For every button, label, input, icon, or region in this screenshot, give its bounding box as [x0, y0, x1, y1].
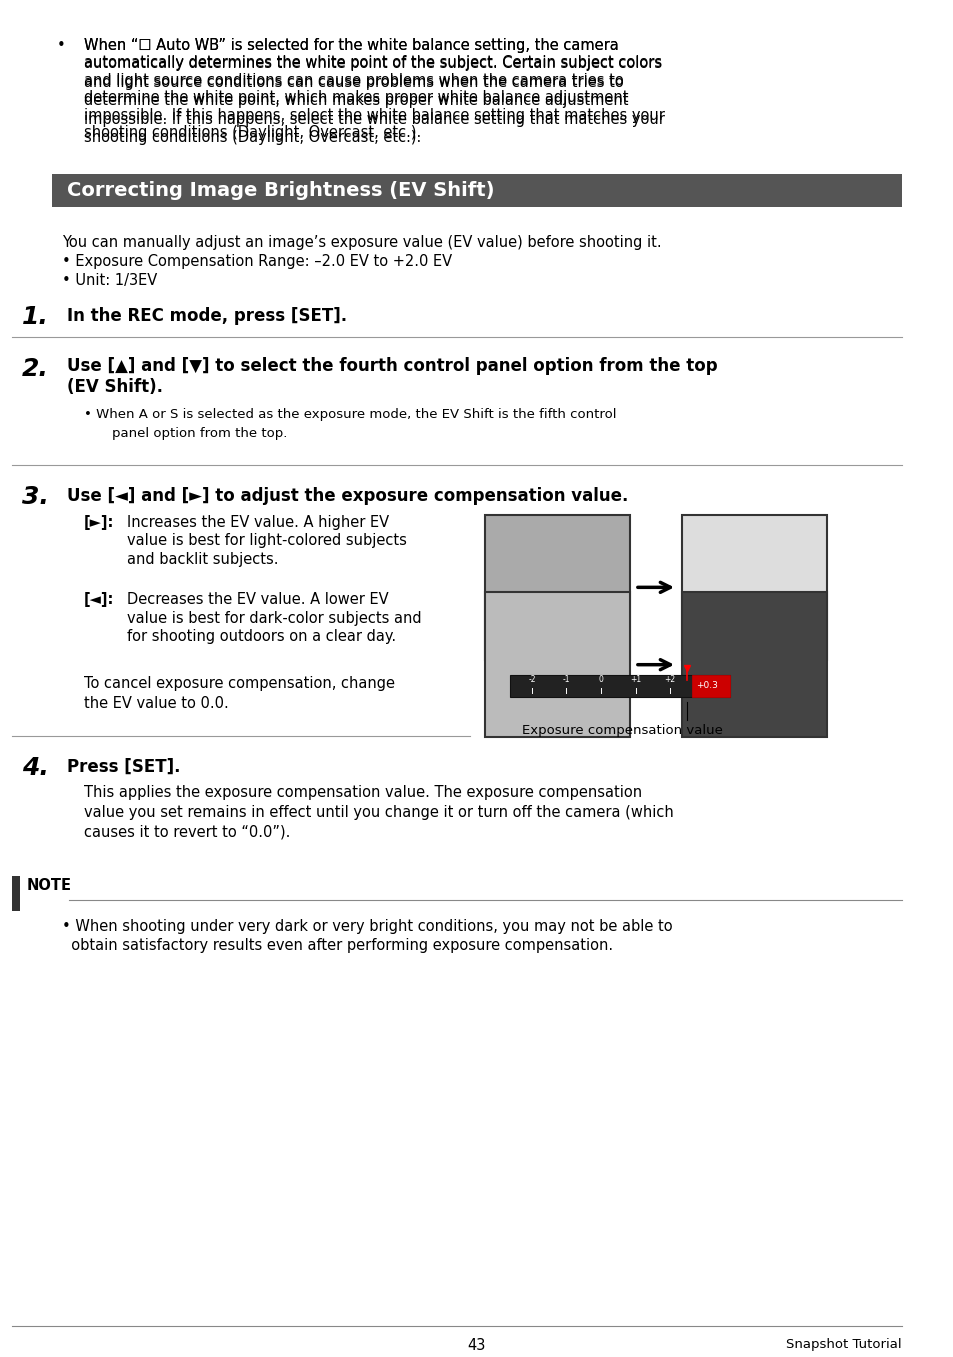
Text: When “☐ Auto WB” is selected for the white balance setting, the camera
automatic: When “☐ Auto WB” is selected for the whi…: [84, 38, 664, 140]
Text: 43: 43: [467, 1338, 486, 1353]
Bar: [484, 514, 629, 660]
Text: 1.: 1.: [22, 305, 49, 330]
Text: To cancel exposure compensation, change: To cancel exposure compensation, change: [84, 676, 395, 691]
Text: shooting conditions (Daylight, Overcast, etc.).: shooting conditions (Daylight, Overcast,…: [84, 130, 421, 145]
Text: -2: -2: [528, 676, 536, 684]
Text: obtain satisfactory results even after performing exposure compensation.: obtain satisfactory results even after p…: [62, 938, 613, 953]
Bar: [691, 674, 729, 696]
Text: Correcting Image Brightness (EV Shift): Correcting Image Brightness (EV Shift): [67, 180, 494, 199]
Text: automatically determines the white point of the subject. Certain subject colors: automatically determines the white point…: [84, 57, 661, 72]
Text: for shooting outdoors on a clear day.: for shooting outdoors on a clear day.: [127, 630, 395, 645]
Text: Increases the EV value. A higher EV: Increases the EV value. A higher EV: [127, 514, 389, 531]
FancyBboxPatch shape: [52, 174, 901, 206]
Text: Exposure compensation value: Exposure compensation value: [521, 723, 722, 737]
Text: • When shooting under very dark or very bright conditions, you may not be able t: • When shooting under very dark or very …: [62, 919, 672, 934]
Text: 4.: 4.: [22, 756, 49, 779]
Text: You can manually adjust an image’s exposure value (EV value) before shooting it.: You can manually adjust an image’s expos…: [62, 235, 661, 250]
Text: •: •: [57, 38, 66, 53]
Text: NOTE: NOTE: [27, 878, 71, 893]
Text: +2: +2: [663, 676, 675, 684]
Bar: [510, 674, 729, 696]
Text: 3.: 3.: [22, 484, 49, 509]
Text: determine the white point, which makes proper white balance adjustment: determine the white point, which makes p…: [84, 94, 628, 109]
Bar: [681, 514, 826, 660]
Text: value you set remains in effect until you change it or turn off the camera (whic: value you set remains in effect until yo…: [84, 805, 673, 820]
Text: Press [SET].: Press [SET].: [67, 757, 180, 775]
Text: When “☐ Auto WB” is selected for the white balance setting, the camera: When “☐ Auto WB” is selected for the whi…: [84, 38, 618, 53]
Text: [◄]:: [◄]:: [84, 592, 114, 608]
Bar: [681, 592, 826, 737]
Text: • Unit: 1/3EV: • Unit: 1/3EV: [62, 274, 157, 289]
Text: Decreases the EV value. A lower EV: Decreases the EV value. A lower EV: [127, 592, 388, 608]
Bar: [484, 592, 629, 737]
Text: -1: -1: [562, 676, 570, 684]
Text: This applies the exposure compensation value. The exposure compensation: This applies the exposure compensation v…: [84, 786, 641, 801]
Text: causes it to revert to “0.0”).: causes it to revert to “0.0”).: [84, 824, 290, 840]
Text: Use [◄] and [►] to adjust the exposure compensation value.: Use [◄] and [►] to adjust the exposure c…: [67, 487, 628, 505]
Text: 2.: 2.: [22, 357, 49, 381]
Text: value is best for dark-color subjects and: value is best for dark-color subjects an…: [127, 611, 421, 626]
Bar: [12, 875, 20, 911]
Text: panel option from the top.: panel option from the top.: [112, 426, 287, 440]
Text: [►]:: [►]:: [84, 514, 114, 531]
Text: • Exposure Compensation Range: –2.0 EV to +2.0 EV: • Exposure Compensation Range: –2.0 EV t…: [62, 255, 452, 270]
Text: • When A or S is selected as the exposure mode, the EV Shift is the fifth contro: • When A or S is selected as the exposur…: [84, 408, 616, 421]
Text: Use [▲] and [▼] to select the fourth control panel option from the top: Use [▲] and [▼] to select the fourth con…: [67, 357, 717, 376]
Text: impossible. If this happens, select the white balance setting that matches your: impossible. If this happens, select the …: [84, 111, 664, 126]
Text: 0: 0: [598, 676, 603, 684]
Text: In the REC mode, press [SET].: In the REC mode, press [SET].: [67, 308, 347, 326]
Text: value is best for light-colored subjects: value is best for light-colored subjects: [127, 533, 406, 548]
Text: Snapshot Tutorial: Snapshot Tutorial: [785, 1338, 901, 1352]
Text: +1: +1: [629, 676, 640, 684]
Text: the EV value to 0.0.: the EV value to 0.0.: [84, 696, 229, 711]
Text: and backlit subjects.: and backlit subjects.: [127, 552, 278, 567]
Text: (EV Shift).: (EV Shift).: [67, 377, 163, 396]
Text: +0.3: +0.3: [696, 681, 717, 691]
Text: and light source conditions can cause problems when the camera tries to: and light source conditions can cause pr…: [84, 75, 623, 90]
